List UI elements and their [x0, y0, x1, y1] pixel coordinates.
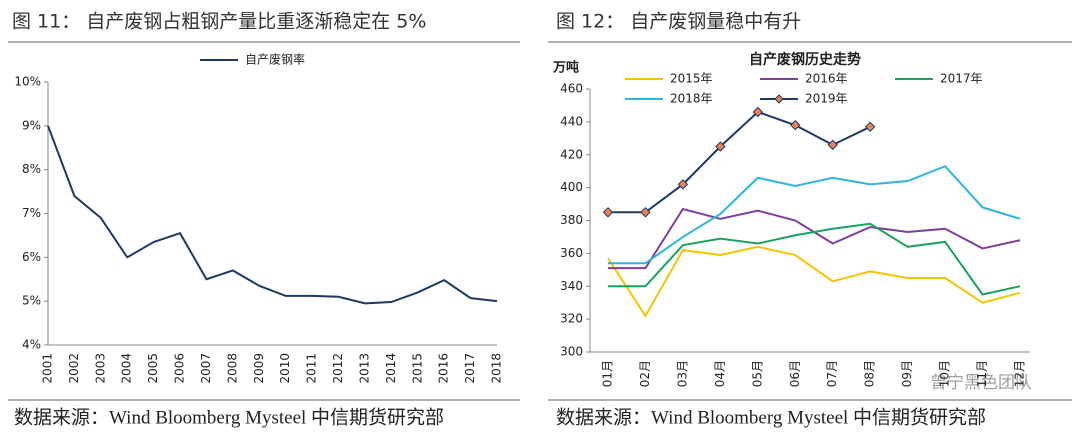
- y-tick-label: 360: [560, 246, 583, 260]
- x-tick-label: 2016: [437, 353, 451, 384]
- x-tick-label: 03月: [675, 360, 689, 387]
- watermark: 曾宁黑色团队: [930, 373, 1032, 393]
- x-tick-label: 01月: [601, 360, 615, 387]
- point: [827, 139, 838, 151]
- chart-subtitle: 自产废钢历史走势: [749, 51, 861, 68]
- x-tick-label: 09月: [900, 360, 914, 387]
- legend-label: 2016年: [805, 72, 848, 86]
- x-tick-label: 12月: [1013, 360, 1027, 387]
- y-tick-label: 420: [560, 147, 583, 161]
- x-tick-label: 2017: [463, 353, 477, 384]
- point: [790, 119, 801, 131]
- x-tick-label: 2001: [41, 353, 55, 384]
- y-tick-label: 460: [560, 82, 583, 96]
- series-line: [608, 165, 1021, 265]
- y-tick-label: 5%: [22, 294, 41, 308]
- y-tick-label: 440: [560, 114, 583, 128]
- x-tick-label: 05月: [750, 360, 764, 387]
- y-tick-label: 7%: [22, 206, 41, 220]
- source: 数据来源：Wind Bloomberg Mysteel 中信期货研究部: [14, 406, 444, 428]
- x-tick-label: 11月: [975, 360, 989, 387]
- y-tick-label: 300: [560, 345, 583, 359]
- y-tick-label: 8%: [22, 162, 41, 176]
- point: [752, 106, 764, 118]
- series-line: [607, 245, 1021, 318]
- x-tick-label: 2015: [410, 353, 424, 384]
- legend-marker: [774, 94, 784, 104]
- point: [640, 207, 651, 218]
- x-tick-label: 07月: [825, 360, 839, 387]
- legend-label: 2015年: [670, 72, 713, 86]
- y-tick-label: 4%: [22, 338, 41, 352]
- x-tick-label: 06月: [788, 360, 802, 387]
- x-tick-label: 2006: [173, 353, 187, 384]
- chart-title: 图 12： 自产废钢量稳中有升: [556, 11, 801, 33]
- y-tick-label: 400: [560, 180, 583, 194]
- x-tick-label: 2011: [305, 353, 319, 384]
- x-tick-label: 04月: [713, 360, 727, 387]
- x-tick-label: 2003: [93, 353, 107, 384]
- legend-label: 2019年: [805, 92, 848, 106]
- point: [715, 141, 726, 152]
- y-tick-label: 10%: [14, 75, 41, 89]
- x-tick-label: 2007: [199, 353, 213, 384]
- x-tick-label: 2002: [67, 353, 81, 384]
- x-tick-label: 2012: [331, 353, 345, 384]
- x-tick-label: 2010: [278, 353, 292, 384]
- x-tick-label: 2004: [120, 353, 134, 384]
- y-tick-label: 380: [560, 213, 583, 227]
- series-line: [47, 125, 498, 305]
- y-axis-label: 万吨: [552, 60, 579, 76]
- chart-title: 图 11： 自产废钢占粗钢产量比重逐渐稳定在 5%: [12, 11, 426, 33]
- x-tick-label: 02月: [638, 360, 652, 387]
- point: [677, 179, 689, 190]
- y-tick-label: 6%: [22, 250, 41, 264]
- y-tick-label: 9%: [22, 118, 41, 132]
- series-line: [608, 222, 1021, 296]
- point: [602, 207, 614, 218]
- source: 数据来源：Wind Bloomberg Mysteel 中信期货研究部: [556, 406, 986, 428]
- y-tick-label: 340: [560, 279, 583, 293]
- x-tick-label: 2018: [490, 353, 504, 384]
- point: [864, 121, 876, 133]
- x-tick-label: 10月: [938, 360, 952, 387]
- legend-label: 2017年: [940, 72, 983, 86]
- x-tick-label: 2009: [252, 353, 266, 384]
- x-tick-label: 2008: [225, 353, 239, 384]
- legend-label: 2018年: [670, 92, 713, 106]
- x-tick-label: 2013: [357, 353, 371, 384]
- y-tick-label: 320: [560, 312, 583, 326]
- legend-label: 自产废钢率: [245, 52, 305, 67]
- series-line: [608, 110, 871, 214]
- x-tick-label: 2014: [384, 353, 398, 384]
- x-tick-label: 2005: [146, 353, 160, 384]
- x-tick-label: 08月: [863, 360, 877, 387]
